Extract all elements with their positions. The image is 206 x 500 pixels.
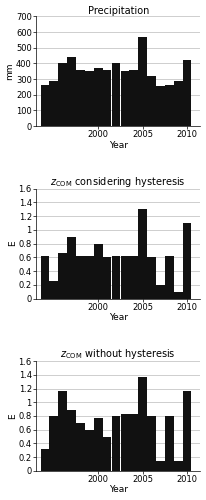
Y-axis label: E: E [8, 413, 17, 419]
Bar [129, 414, 138, 471]
Bar [147, 76, 156, 126]
Bar [156, 86, 165, 126]
Bar [49, 416, 58, 471]
Bar [147, 416, 156, 471]
Bar [67, 236, 76, 298]
Title: $z_{\mathrm{COM}}$ without hysteresis: $z_{\mathrm{COM}}$ without hysteresis [60, 347, 176, 361]
Bar [58, 390, 67, 471]
Bar [183, 60, 191, 126]
Bar [129, 70, 138, 126]
Bar [165, 86, 174, 126]
Bar [112, 416, 120, 471]
Bar [183, 390, 191, 471]
Bar [121, 256, 129, 298]
Bar [58, 252, 67, 298]
X-axis label: Year: Year [109, 486, 128, 494]
Bar [94, 244, 103, 298]
Bar [94, 68, 103, 126]
Bar [147, 258, 156, 298]
Bar [103, 436, 111, 471]
Bar [156, 285, 165, 298]
Y-axis label: E: E [8, 241, 17, 246]
Bar [121, 71, 129, 126]
Bar [85, 71, 94, 126]
Bar [41, 449, 49, 471]
Bar [138, 210, 147, 298]
Bar [49, 282, 58, 298]
Bar [76, 256, 85, 298]
Bar [174, 82, 183, 126]
Bar [58, 62, 67, 126]
Bar [138, 36, 147, 126]
Bar [41, 256, 49, 298]
Bar [85, 430, 94, 471]
Y-axis label: mm: mm [6, 62, 15, 80]
Bar [94, 418, 103, 471]
Bar [41, 84, 49, 126]
Bar [121, 414, 129, 471]
Bar [67, 410, 76, 471]
Bar [85, 256, 94, 298]
Title: $z_{\mathrm{COM}}$ considering hysteresis: $z_{\mathrm{COM}}$ considering hysteresi… [50, 174, 186, 188]
Bar [103, 70, 111, 126]
Bar [49, 80, 58, 126]
Bar [183, 223, 191, 298]
Bar [67, 57, 76, 126]
Bar [103, 258, 111, 298]
Bar [112, 256, 120, 298]
Bar [112, 64, 120, 126]
Title: Precipitation: Precipitation [88, 6, 149, 16]
Bar [138, 377, 147, 471]
Bar [76, 423, 85, 471]
Bar [156, 460, 165, 471]
X-axis label: Year: Year [109, 313, 128, 322]
Bar [129, 256, 138, 298]
Bar [165, 416, 174, 471]
Bar [165, 256, 174, 298]
X-axis label: Year: Year [109, 140, 128, 149]
Bar [76, 70, 85, 126]
Bar [174, 460, 183, 471]
Bar [174, 292, 183, 298]
